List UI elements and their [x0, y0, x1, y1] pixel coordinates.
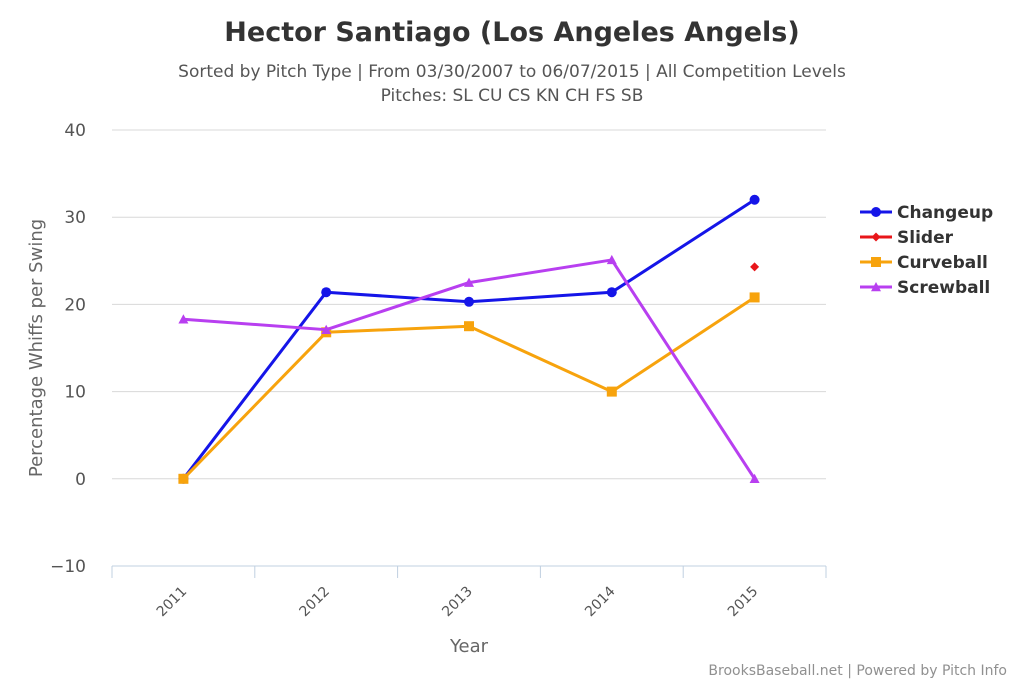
y-tick-label: 0 [75, 470, 86, 490]
legend-item-changeup[interactable]: Changeup [860, 203, 993, 223]
y-tick-label: 10 [64, 383, 86, 403]
changeup-point[interactable] [464, 296, 474, 307]
legend-label-screwball: Screwball [897, 278, 990, 298]
slider-point[interactable] [750, 262, 760, 272]
y-tick-label: 20 [64, 295, 86, 315]
x-axis-title: Year [449, 636, 489, 657]
curveball-point[interactable] [178, 473, 189, 484]
changeup-point[interactable] [606, 287, 617, 298]
x-tick-label: 2013 [439, 584, 476, 621]
legend-label-slider: Slider [897, 228, 954, 248]
legend-marker [871, 207, 881, 217]
legend-marker [871, 232, 881, 242]
screwball-point[interactable] [321, 324, 332, 334]
y-axis-ticks: −10 0 10 20 30 40 [50, 121, 86, 577]
legend[interactable]: Changeup Slider Curveball Screwball [860, 203, 993, 298]
screwball-point[interactable] [464, 277, 474, 287]
curveball-point[interactable] [464, 321, 474, 332]
y-tick-label: −10 [50, 557, 86, 577]
series-curveball [178, 292, 760, 484]
x-tick-label: 2015 [725, 584, 762, 621]
screwball-line[interactable] [183, 258, 756, 480]
screwball-point[interactable] [606, 254, 617, 265]
series-slider [750, 262, 760, 272]
x-axis [111, 565, 827, 578]
credits[interactable]: BrooksBaseball.net | Powered by Pitch In… [708, 663, 1007, 679]
screwball-point[interactable] [178, 314, 189, 324]
legend-label-changeup: Changeup [897, 203, 993, 223]
curveball-point[interactable] [749, 292, 760, 303]
legend-label-curveball: Curveball [897, 253, 988, 273]
series-changeup [178, 194, 760, 484]
series-screwball [178, 254, 760, 484]
curveball-point[interactable] [606, 386, 617, 397]
changeup-point[interactable] [749, 194, 760, 205]
y-tick-label: 30 [64, 208, 86, 228]
changeup-line[interactable] [182, 198, 756, 480]
x-axis-ticks: 2011 2012 2013 2014 2015 [154, 583, 762, 620]
legend-item-curveball[interactable]: Curveball [860, 253, 988, 273]
chart-subtitle-line1: Sorted by Pitch Type | From 03/30/2007 t… [178, 62, 846, 82]
legend-marker [871, 257, 881, 267]
x-tick-label: 2014 [582, 583, 619, 620]
x-tick-label: 2012 [297, 584, 334, 621]
legend-item-screwball[interactable]: Screwball [860, 278, 990, 298]
legend-item-slider[interactable]: Slider [860, 228, 954, 248]
legend-marker [871, 282, 881, 292]
chart-title: Hector Santiago (Los Angeles Angels) [224, 17, 799, 48]
y-axis-title: Percentage Whiffs per Swing [26, 219, 47, 477]
screwball-point[interactable] [749, 473, 760, 484]
changeup-point[interactable] [321, 287, 332, 298]
x-tick-label: 2011 [154, 584, 191, 621]
series-layer [178, 194, 760, 484]
y-tick-label: 40 [64, 121, 86, 141]
chart-subtitle-line2: Pitches: SL CU CS KN CH FS SB [381, 86, 644, 106]
